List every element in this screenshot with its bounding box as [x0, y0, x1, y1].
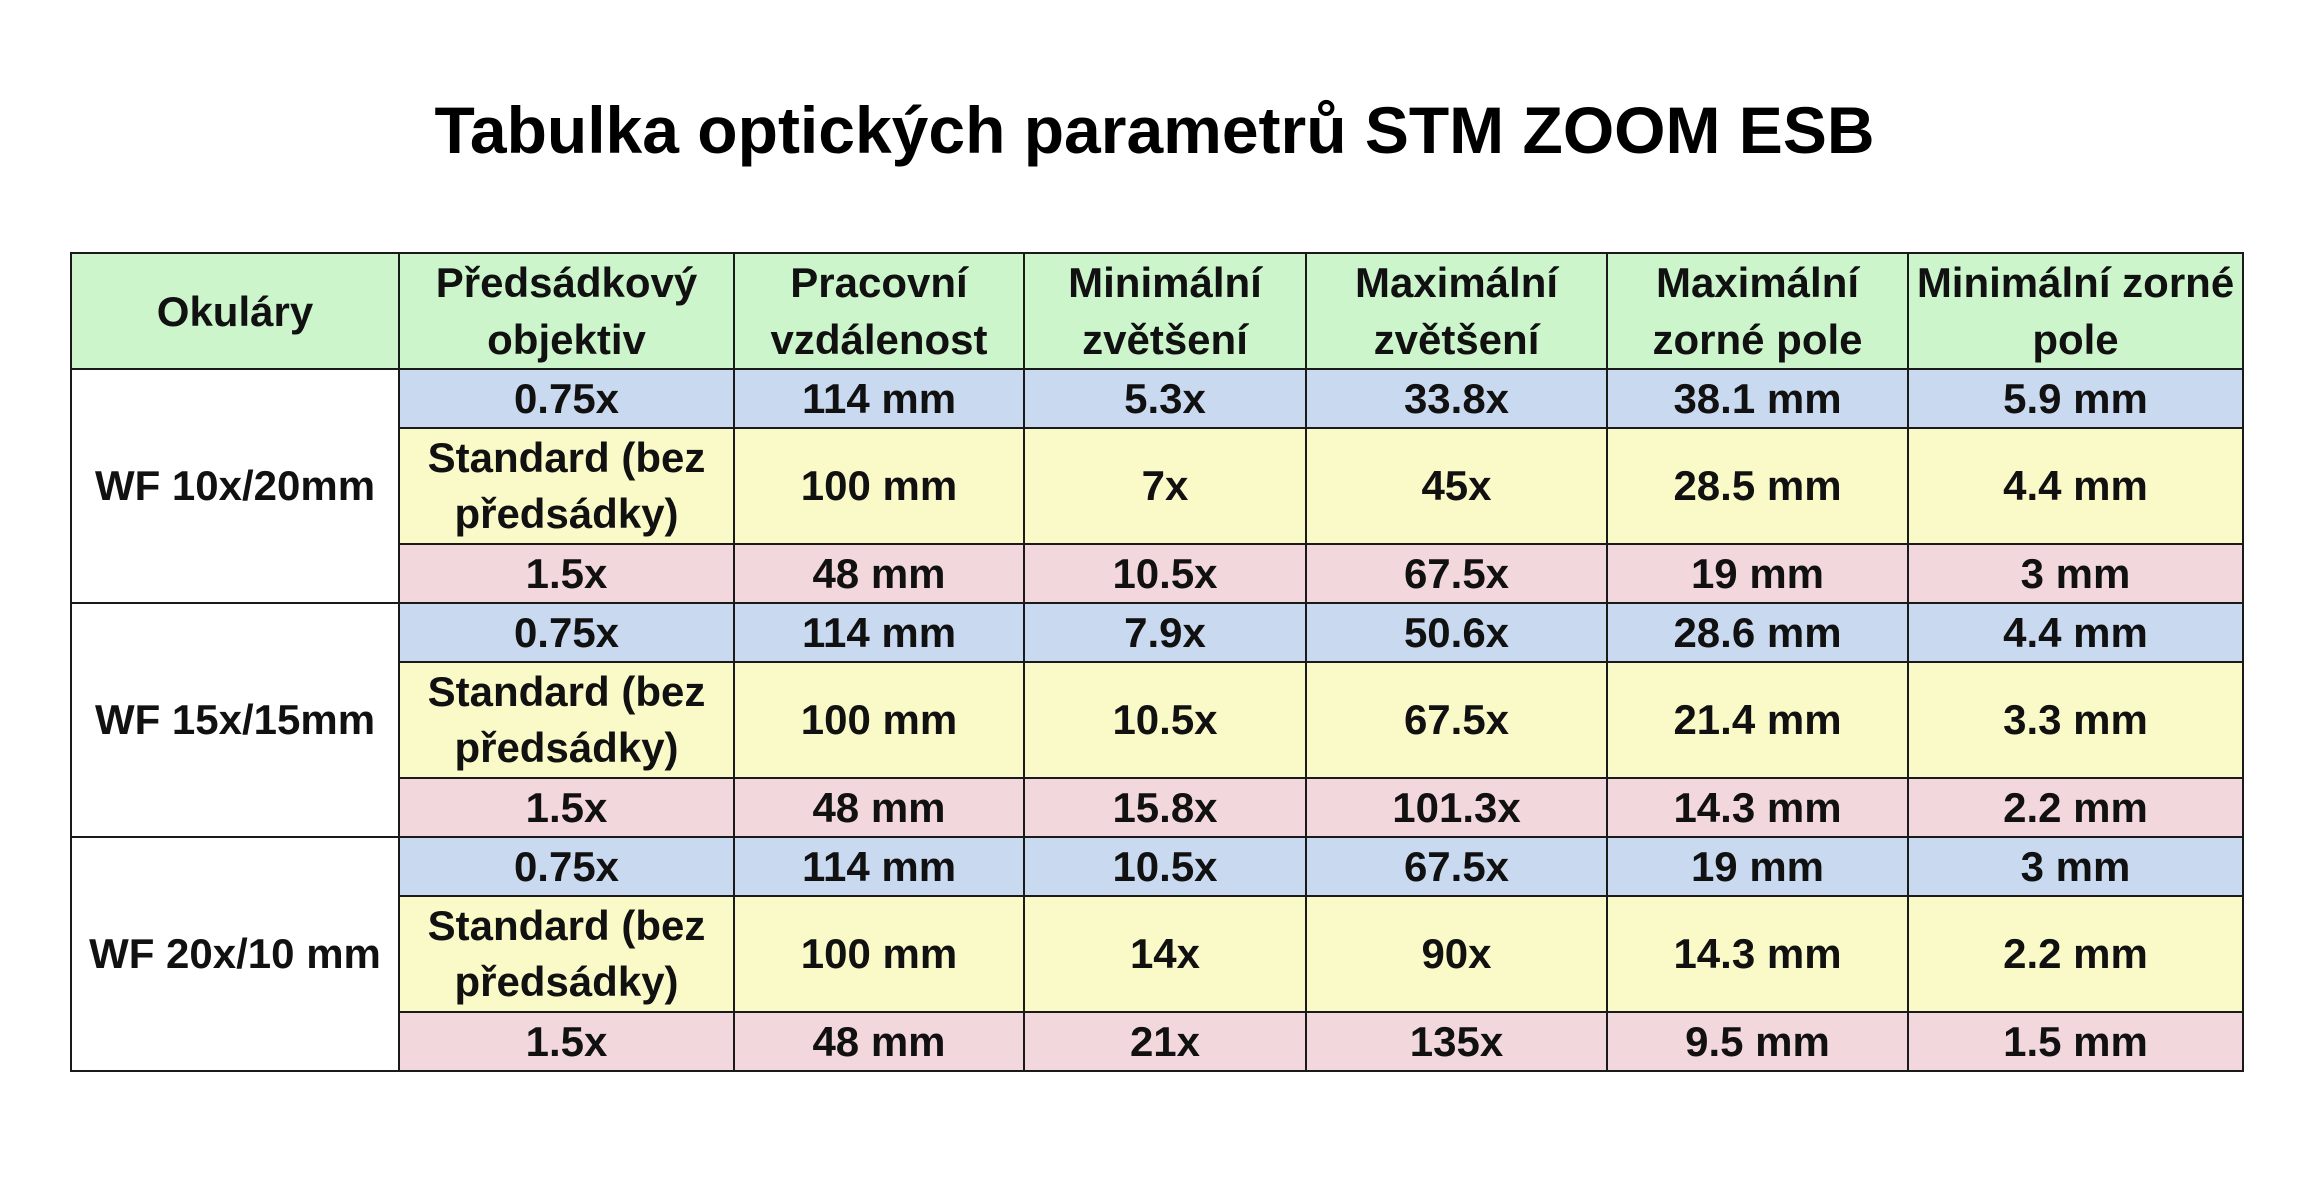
- min-field-of-view-cell: 4.4 mm: [1907, 602, 2244, 663]
- auxiliary-lens-cell: Standard (bez předsádky): [398, 427, 735, 545]
- max-field-of-view-cell: 14.3 mm: [1606, 777, 1909, 838]
- table-row: WF 15x/15mm 0.75x 114 mm 7.9x 50.6x 28.6 mm 4.…: [70, 602, 2244, 838]
- eyepiece-cell: WF 10x/20mm: [70, 368, 400, 604]
- table-row: 1.5x 48 mm 10.5x 67.5x 19 mm 3 mm: [71, 543, 2244, 604]
- working-distance-cell: 100 mm: [733, 427, 1025, 545]
- header-min-field-of-view: Minimální zorné pole: [1907, 252, 2244, 370]
- table-row: Standard (bez předsádky) 100 mm 7x 45x 28.5 …: [71, 427, 2244, 545]
- max-magnification-cell: 101.3x: [1305, 777, 1608, 838]
- max-magnification-cell: 67.5x: [1305, 836, 1608, 897]
- table-row: WF 10x/20mm 0.75x 114 mm 5.3x 33.8x 38.1 mm 5.…: [70, 368, 2244, 604]
- eyepiece-cell: WF 15x/15mm: [70, 602, 400, 838]
- header-max-magnification: Maximální zvětšení: [1305, 252, 1608, 370]
- auxiliary-lens-cell: 0.75x: [398, 368, 735, 429]
- auxiliary-lens-cell: Standard (bez předsádky): [398, 895, 735, 1013]
- min-field-of-view-cell: 3.3 mm: [1907, 661, 2244, 779]
- max-magnification-cell: 90x: [1305, 895, 1608, 1013]
- working-distance-cell: 48 mm: [733, 1011, 1025, 1072]
- auxiliary-lens-cell: 1.5x: [398, 1011, 735, 1072]
- eyepiece-cell: WF 20x/10 mm: [70, 836, 400, 1072]
- min-magnification-cell: 15.8x: [1023, 777, 1307, 838]
- working-distance-cell: 100 mm: [733, 661, 1025, 779]
- max-field-of-view-cell: 28.6 mm: [1606, 602, 1909, 663]
- min-magnification-cell: 10.5x: [1023, 661, 1307, 779]
- min-magnification-cell: 5.3x: [1023, 368, 1307, 429]
- table-header-row: Okuláry Předsádkový objektiv Pracovní vz…: [70, 252, 2244, 370]
- min-field-of-view-cell: 4.4 mm: [1907, 427, 2244, 545]
- max-field-of-view-cell: 19 mm: [1606, 836, 1909, 897]
- min-magnification-cell: 21x: [1023, 1011, 1307, 1072]
- working-distance-cell: 114 mm: [733, 368, 1025, 429]
- max-field-of-view-cell: 9.5 mm: [1606, 1011, 1909, 1072]
- min-field-of-view-cell: 1.5 mm: [1907, 1011, 2244, 1072]
- working-distance-cell: 114 mm: [733, 836, 1025, 897]
- min-magnification-cell: 10.5x: [1023, 836, 1307, 897]
- min-field-of-view-cell: 2.2 mm: [1907, 777, 2244, 838]
- auxiliary-lens-cell: 0.75x: [398, 602, 735, 663]
- min-magnification-cell: 10.5x: [1023, 543, 1307, 604]
- max-field-of-view-cell: 21.4 mm: [1606, 661, 1909, 779]
- max-magnification-cell: 33.8x: [1305, 368, 1608, 429]
- working-distance-cell: 48 mm: [733, 777, 1025, 838]
- min-field-of-view-cell: 5.9 mm: [1907, 368, 2244, 429]
- max-magnification-cell: 45x: [1305, 427, 1608, 545]
- header-min-magnification: Minimální zvětšení: [1023, 252, 1307, 370]
- header-eyepiece: Okuláry: [70, 252, 400, 370]
- table-row: Standard (bez předsádky) 100 mm 14x 90x 14.3…: [71, 895, 2244, 1013]
- working-distance-cell: 48 mm: [733, 543, 1025, 604]
- max-field-of-view-cell: 38.1 mm: [1606, 368, 1909, 429]
- min-field-of-view-cell: 3 mm: [1907, 543, 2244, 604]
- page-title: Tabulka optických parametrů STM ZOOM ESB: [434, 93, 1875, 167]
- max-magnification-cell: 50.6x: [1305, 602, 1608, 663]
- max-field-of-view-cell: 28.5 mm: [1606, 427, 1909, 545]
- auxiliary-lens-cell: 0.75x: [398, 836, 735, 897]
- max-field-of-view-cell: 14.3 mm: [1606, 895, 1909, 1013]
- min-field-of-view-cell: 2.2 mm: [1907, 895, 2244, 1013]
- table-row: Standard (bez předsádky) 100 mm 10.5x 67.5x…: [71, 661, 2244, 779]
- table-row: WF 20x/10 mm 0.75x 114 mm 10.5x 67.5x 19 mm 3 …: [70, 836, 2244, 1072]
- max-field-of-view-cell: 19 mm: [1606, 543, 1909, 604]
- min-field-of-view-cell: 3 mm: [1907, 836, 2244, 897]
- header-working-distance: Pracovní vzdálenost: [733, 252, 1025, 370]
- auxiliary-lens-cell: 1.5x: [398, 543, 735, 604]
- min-magnification-cell: 14x: [1023, 895, 1307, 1013]
- header-auxiliary-lens: Předsádkový objektiv: [398, 252, 735, 370]
- table-row: 1.5x 48 mm 21x 135x 9.5 mm 1.5 mm: [71, 1011, 2244, 1072]
- table-body: WF 10x/20mm 0.75x 114 mm 5.3x 33.8x 38.1 mm 5.…: [70, 368, 2244, 1072]
- min-magnification-cell: 7.9x: [1023, 602, 1307, 663]
- header-max-field-of-view: Maximální zorné pole: [1606, 252, 1909, 370]
- min-magnification-cell: 7x: [1023, 427, 1307, 545]
- max-magnification-cell: 67.5x: [1305, 543, 1608, 604]
- max-magnification-cell: 135x: [1305, 1011, 1608, 1072]
- max-magnification-cell: 67.5x: [1305, 661, 1608, 779]
- auxiliary-lens-cell: 1.5x: [398, 777, 735, 838]
- auxiliary-lens-cell: Standard (bez předsádky): [398, 661, 735, 779]
- working-distance-cell: 100 mm: [733, 895, 1025, 1013]
- table-row: 1.5x 48 mm 15.8x 101.3x 14.3 mm 2.2 mm: [71, 777, 2244, 838]
- working-distance-cell: 114 mm: [733, 602, 1025, 663]
- optical-parameters-table: Okuláry Předsádkový objektiv Pracovní vz…: [70, 252, 2244, 1072]
